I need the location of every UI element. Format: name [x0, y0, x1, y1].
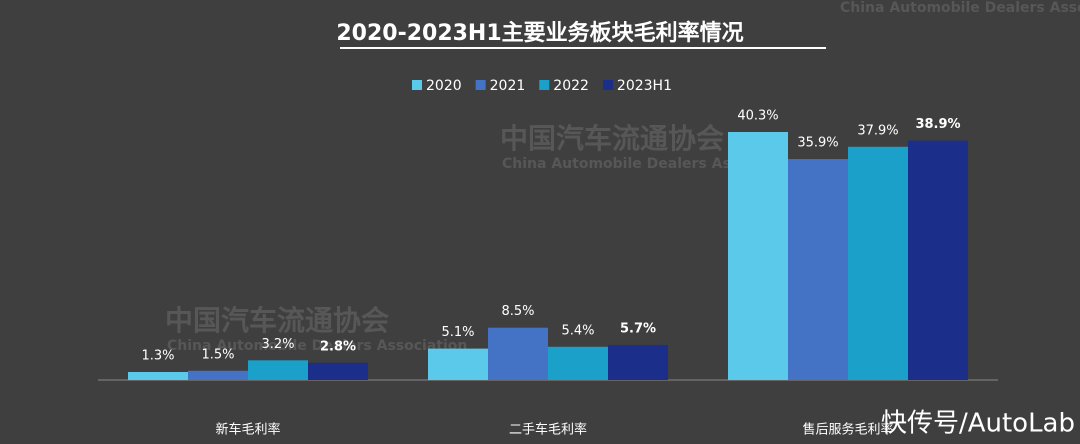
data-label: 1.5% — [201, 347, 234, 362]
data-label: 1.3% — [141, 349, 174, 364]
watermark: 中国汽车流通协会 — [500, 122, 724, 155]
data-label: 35.9% — [797, 136, 838, 151]
source-watermark: 快传号/AutoLab — [881, 409, 1075, 439]
bar — [788, 159, 848, 380]
watermark: China Automobile Dealers Association — [502, 156, 802, 172]
legend-swatch — [602, 80, 613, 90]
x-tick-label: 新车毛利率 — [215, 422, 280, 438]
legend-label: 2022 — [553, 78, 589, 94]
data-label: 5.7% — [620, 321, 656, 336]
data-label: 8.5% — [501, 304, 534, 319]
chart-title: 2020-2023H1主要业务板块毛利率情况 — [336, 20, 743, 46]
watermark: 中国汽车流通协会 — [165, 304, 389, 337]
data-label: 2.8% — [320, 339, 356, 354]
legend-swatch — [539, 80, 550, 90]
bar — [548, 346, 608, 380]
legend-label: 2023H1 — [617, 78, 672, 94]
data-label: 38.9% — [915, 117, 960, 132]
x-tick-label: 售后服务毛利率 — [802, 422, 893, 438]
bar — [728, 132, 788, 380]
data-label: 40.3% — [737, 109, 778, 124]
legend-swatch — [475, 80, 486, 90]
watermark: China Automobile Dealers Association — [167, 338, 467, 354]
legend-label: 2020 — [426, 78, 462, 94]
bar — [848, 146, 908, 380]
legend-swatch — [412, 80, 422, 90]
bar — [908, 140, 968, 380]
x-tick-label: 二手车毛利率 — [509, 422, 587, 438]
watermark: China Automobile Dealers Association — [840, 0, 1080, 16]
data-label: 5.1% — [441, 325, 474, 340]
bar — [248, 360, 308, 380]
bar — [128, 372, 188, 380]
legend-label: 2021 — [490, 78, 526, 94]
bar — [488, 327, 548, 380]
bar — [188, 370, 248, 380]
bar — [608, 344, 668, 380]
data-label: 3.2% — [261, 337, 294, 352]
data-label: 5.4% — [561, 323, 594, 338]
bar — [428, 348, 488, 380]
bar — [308, 362, 368, 380]
data-label: 37.9% — [857, 123, 898, 138]
